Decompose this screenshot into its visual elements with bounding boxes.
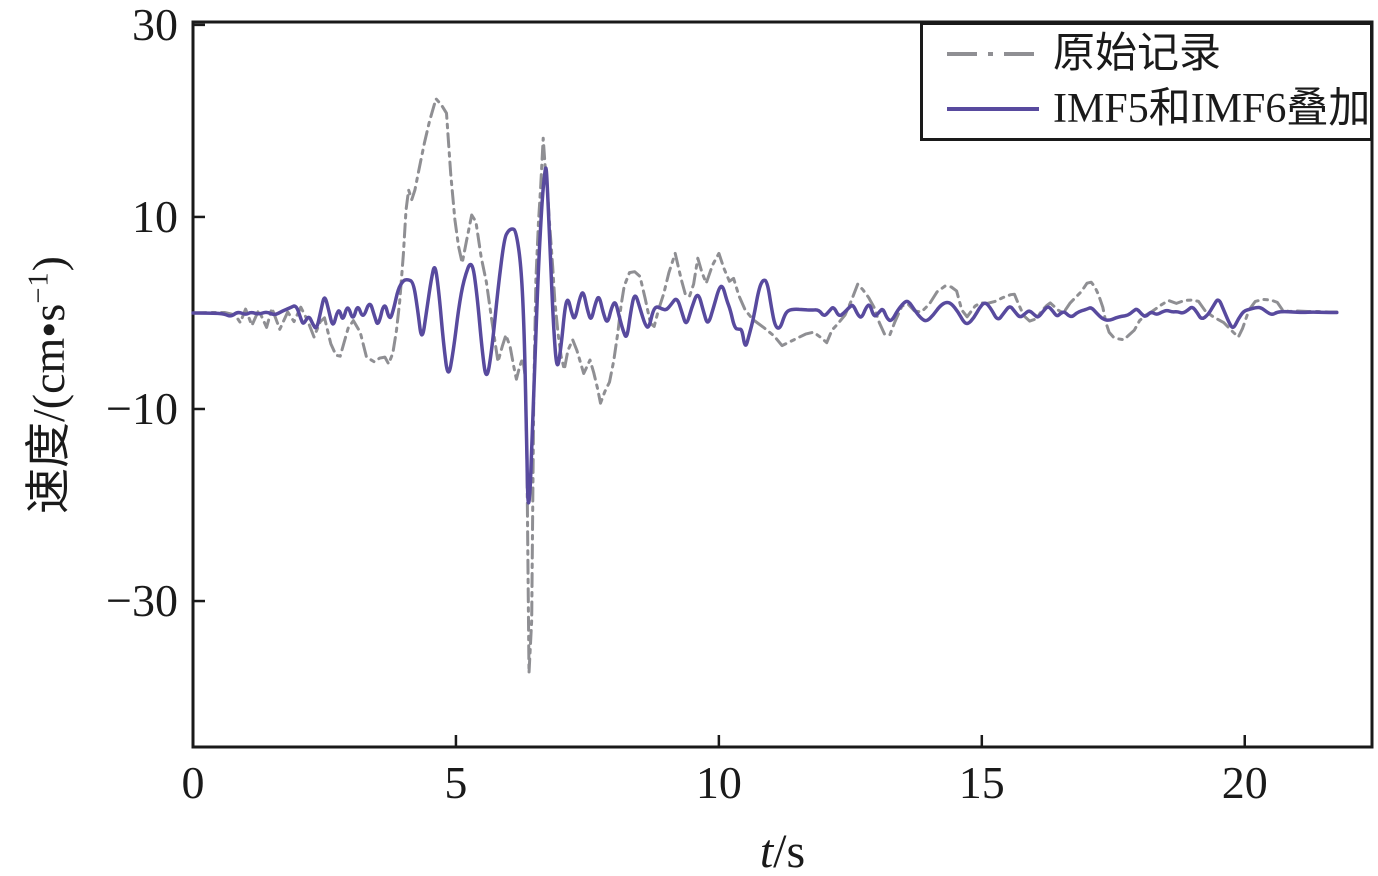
x-tick-label: 10 (695, 757, 742, 808)
x-axis-label: t/s (0, 824, 1378, 876)
y-axis-label-text: 速度/(cm•s (23, 303, 74, 514)
y-axis-label: 速度/(cm•s−1) (12, 256, 78, 514)
y-tick-label: 10 (132, 190, 178, 242)
axes-frame (191, 20, 1374, 749)
x-tick-label: 20 (1221, 757, 1268, 808)
series-line-1 (191, 166, 1339, 505)
legend-box: 原始记录 IMF5和IMF6叠加 (920, 22, 1373, 141)
y-tick-label: −30 (106, 575, 178, 627)
x-tick-label: 5 (444, 757, 468, 808)
x-axis-variable: t (759, 825, 774, 876)
legend-dashdot-line-sample (947, 52, 1039, 56)
legend-solid-line-sample (947, 107, 1039, 111)
x-tick-label: 0 (181, 757, 205, 808)
y-tick-label: −10 (106, 382, 178, 434)
legend-item-imf-sum: IMF5和IMF6叠加 (923, 83, 1370, 135)
y-axis-label-close: ) (23, 256, 74, 272)
legend-label-imf-sum: IMF5和IMF6叠加 (1053, 86, 1371, 132)
legend-label-original-record: 原始记录 (1053, 31, 1222, 77)
series-line-0 (191, 97, 1339, 675)
x-tick-label: 15 (958, 757, 1005, 808)
y-tick-label: 30 (132, 0, 178, 50)
y-axis-label-superscript: −1 (23, 271, 55, 304)
x-axis-unit: /s (773, 825, 806, 876)
legend-item-original-record: 原始记录 (923, 28, 1370, 80)
